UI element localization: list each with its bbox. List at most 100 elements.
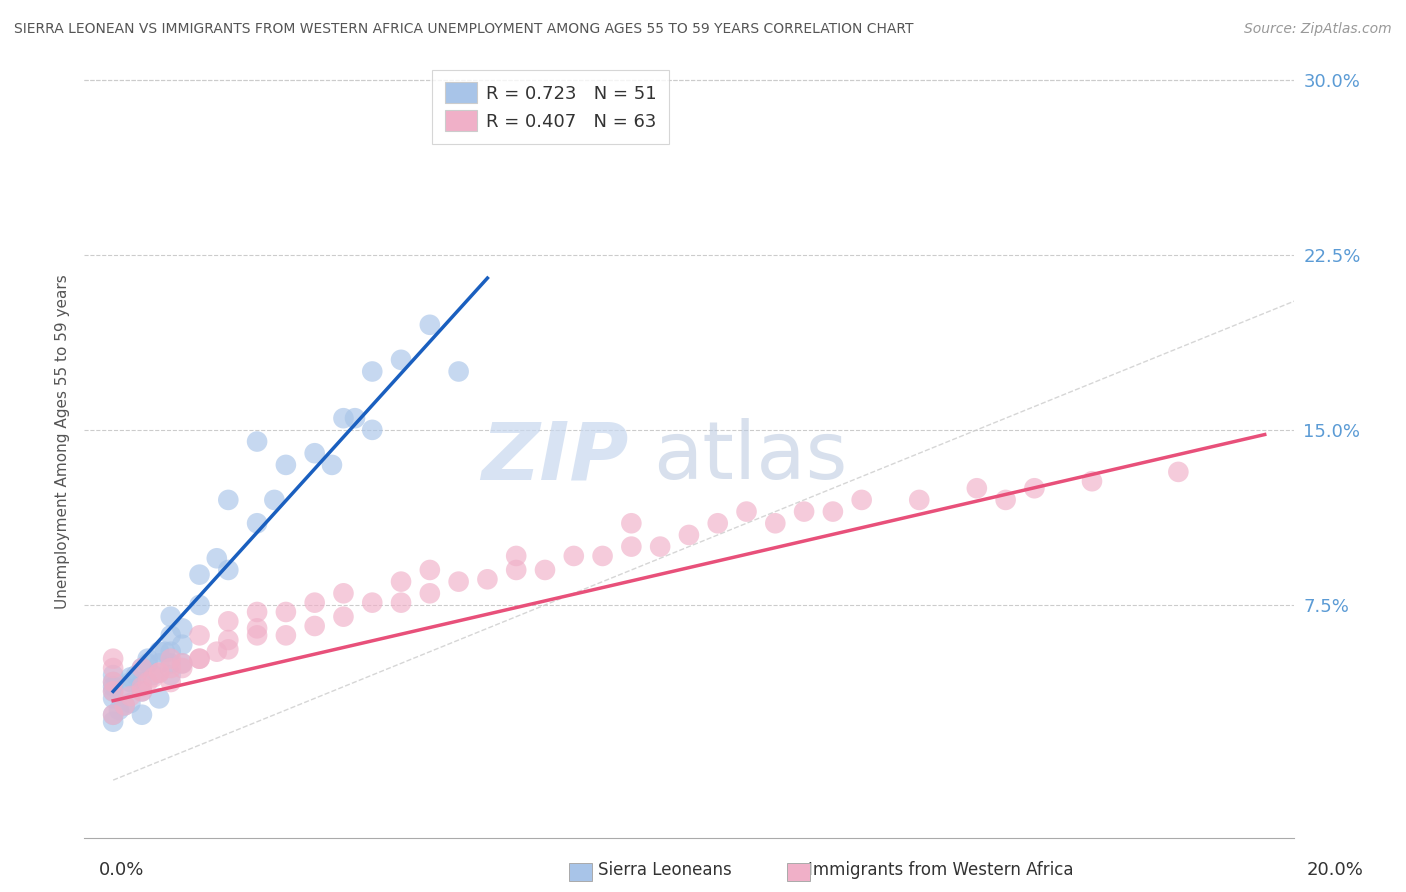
Point	[136, 675, 159, 690]
Point	[148, 657, 170, 671]
Point	[994, 492, 1017, 507]
Point	[125, 668, 148, 682]
Point	[188, 651, 211, 665]
Point	[1081, 475, 1104, 489]
Text: 20.0%: 20.0%	[1308, 861, 1364, 879]
Point	[101, 714, 124, 729]
Point	[159, 628, 181, 642]
Point	[706, 516, 728, 531]
Text: ZIP: ZIP	[481, 418, 628, 497]
Point	[246, 628, 269, 642]
Point	[821, 505, 844, 519]
Point	[246, 621, 269, 635]
Point	[246, 605, 269, 619]
Point	[120, 675, 142, 690]
Point	[678, 528, 700, 542]
Point	[793, 505, 815, 519]
Point	[101, 680, 124, 694]
Point	[172, 621, 194, 635]
Point	[217, 633, 239, 648]
Point	[131, 661, 153, 675]
Text: 0.0%: 0.0%	[98, 861, 143, 879]
Point	[101, 675, 124, 690]
Y-axis label: Unemployment Among Ages 55 to 59 years: Unemployment Among Ages 55 to 59 years	[55, 274, 70, 609]
Point	[505, 563, 527, 577]
Point	[332, 586, 354, 600]
Point	[188, 628, 211, 642]
Point	[205, 551, 228, 566]
Point	[447, 574, 470, 589]
Point	[114, 680, 136, 694]
Point	[217, 615, 239, 629]
Point	[263, 492, 285, 507]
Point	[419, 586, 441, 600]
Point	[101, 661, 124, 675]
Point	[101, 668, 124, 682]
Point	[562, 549, 585, 563]
Point	[136, 651, 159, 665]
Point	[620, 516, 643, 531]
Point	[120, 689, 142, 703]
Point	[136, 657, 159, 671]
Point	[1024, 481, 1046, 495]
Point	[274, 605, 297, 619]
Text: SIERRA LEONEAN VS IMMIGRANTS FROM WESTERN AFRICA UNEMPLOYMENT AMONG AGES 55 TO 5: SIERRA LEONEAN VS IMMIGRANTS FROM WESTER…	[14, 22, 914, 37]
Point	[763, 516, 786, 531]
Point	[966, 481, 988, 495]
Point	[101, 691, 124, 706]
Point	[343, 411, 366, 425]
Point	[389, 574, 412, 589]
Point	[361, 364, 384, 378]
Point	[477, 572, 499, 586]
Point	[101, 707, 124, 722]
Point	[205, 645, 228, 659]
Point	[321, 458, 343, 472]
Point	[172, 657, 194, 671]
Point	[592, 549, 614, 563]
Point	[304, 619, 326, 633]
Point	[246, 516, 269, 531]
Point	[217, 492, 239, 507]
Point	[188, 651, 211, 665]
Point	[101, 707, 124, 722]
Point	[274, 458, 297, 472]
Point	[101, 684, 124, 698]
Point	[172, 661, 194, 675]
Point	[217, 642, 239, 657]
Point	[650, 540, 672, 554]
Point	[172, 657, 194, 671]
Point	[148, 665, 170, 680]
Point	[142, 668, 165, 682]
Text: Source: ZipAtlas.com: Source: ZipAtlas.com	[1244, 22, 1392, 37]
Point	[148, 665, 170, 680]
Point	[419, 563, 441, 577]
Point	[361, 423, 384, 437]
Point	[131, 684, 153, 698]
Point	[159, 657, 181, 671]
Point	[172, 638, 194, 652]
Point	[120, 670, 142, 684]
Point	[131, 707, 153, 722]
Point	[851, 492, 873, 507]
Point	[114, 698, 136, 713]
Point	[101, 675, 124, 690]
Point	[908, 492, 931, 507]
Point	[148, 691, 170, 706]
Point	[131, 661, 153, 675]
Point	[735, 505, 758, 519]
Point	[131, 684, 153, 698]
Legend: R = 0.723   N = 51, R = 0.407   N = 63: R = 0.723 N = 51, R = 0.407 N = 63	[432, 70, 669, 144]
Point	[332, 411, 354, 425]
Text: Sierra Leoneans: Sierra Leoneans	[598, 861, 731, 879]
Point	[332, 609, 354, 624]
Point	[534, 563, 557, 577]
Point	[101, 684, 124, 698]
Point	[159, 675, 181, 690]
Point	[304, 596, 326, 610]
Point	[188, 598, 211, 612]
Point	[389, 352, 412, 367]
Point	[131, 675, 153, 690]
Point	[1167, 465, 1189, 479]
Point	[148, 645, 170, 659]
Point	[447, 364, 470, 378]
